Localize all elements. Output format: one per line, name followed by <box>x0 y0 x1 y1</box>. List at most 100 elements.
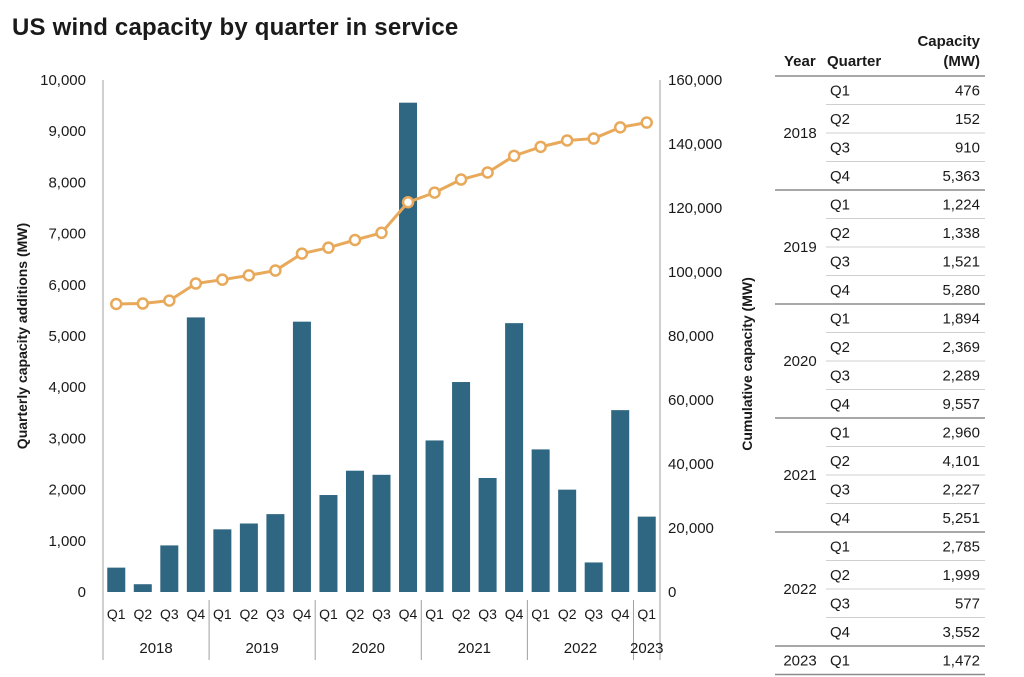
bar <box>399 102 418 592</box>
x-tick-label: Q1 <box>637 606 656 622</box>
y2-tick-label: 140,000 <box>668 136 722 153</box>
y-tick-label: 0 <box>78 584 86 601</box>
x-year-label: 2018 <box>139 640 172 657</box>
bar <box>319 495 338 592</box>
y2-tick-label: 120,000 <box>668 200 722 217</box>
x-year-label: 2023 <box>630 640 663 657</box>
x-year-label: 2019 <box>245 640 278 657</box>
table-cell-quarter: Q4 <box>830 396 850 413</box>
bar <box>531 449 550 592</box>
line-point <box>428 186 441 199</box>
table-cell-quarter: Q2 <box>830 339 850 356</box>
line-point <box>534 140 547 154</box>
bar <box>266 514 285 592</box>
table-cell-capacity: 2,960 <box>942 424 980 441</box>
line-point <box>269 264 282 277</box>
table-cell-quarter: Q3 <box>830 367 850 384</box>
y2-tick-label: 40,000 <box>668 456 714 473</box>
x-tick-label: Q4 <box>293 606 312 622</box>
table-cell-capacity: 1,224 <box>942 196 980 213</box>
bar <box>637 516 656 592</box>
chart-title: US wind capacity by quarter in service <box>12 14 459 41</box>
y-tick-label: 8,000 <box>48 174 86 191</box>
table-cell-capacity: 9,557 <box>942 396 980 413</box>
x-year-label: 2021 <box>458 640 491 657</box>
x-tick-label: Q3 <box>478 606 497 622</box>
y2-tick-label: 160,000 <box>668 72 722 89</box>
line-point <box>560 134 574 147</box>
table-cell-capacity: 476 <box>955 82 980 99</box>
table-cell-quarter: Q1 <box>830 424 850 441</box>
bar <box>558 489 577 592</box>
y-tick-label: 9,000 <box>48 123 86 140</box>
x-tick-label: Q1 <box>213 606 232 622</box>
line-point <box>613 121 627 134</box>
line-point <box>242 269 256 282</box>
table-cell-year: 2023 <box>783 652 816 669</box>
x-tick-label: Q2 <box>346 606 365 622</box>
bar <box>107 567 126 592</box>
table-cell-quarter: Q1 <box>830 310 850 327</box>
table-cell-capacity: 1,894 <box>942 310 980 327</box>
bar <box>372 474 391 592</box>
line-point <box>322 241 335 254</box>
line-point <box>216 273 229 286</box>
line-point <box>401 195 415 209</box>
line-point <box>640 116 653 129</box>
table-cell-year: 2022 <box>783 581 816 598</box>
table-cell-quarter: Q4 <box>830 282 850 299</box>
line-point <box>375 226 388 240</box>
y-tick-label: 1,000 <box>48 533 86 550</box>
y-tick-label: 4,000 <box>48 379 86 396</box>
table-cell-capacity: 5,280 <box>942 282 980 299</box>
table-cell-capacity: 1,472 <box>942 652 980 669</box>
x-tick-label: Q3 <box>266 606 285 622</box>
x-tick-label: Q4 <box>399 606 418 622</box>
y2-tick-label: 60,000 <box>668 392 714 409</box>
bar <box>345 470 364 592</box>
table-cell-capacity: 2,369 <box>942 339 980 356</box>
y-tick-label: 2,000 <box>48 482 86 499</box>
table-cell-capacity: 1,521 <box>942 253 980 270</box>
table-cell-year: 2018 <box>783 125 816 142</box>
line-point <box>587 132 600 145</box>
bar <box>160 545 179 592</box>
table-cell-capacity: 577 <box>955 595 980 612</box>
table-cell-capacity: 910 <box>955 139 980 156</box>
table-cell-quarter: Q2 <box>830 453 850 470</box>
y-tick-label: 6,000 <box>48 277 86 294</box>
table-cell-quarter: Q4 <box>830 510 850 527</box>
table-cell-quarter: Q3 <box>830 481 850 498</box>
x-tick-label: Q2 <box>133 606 152 622</box>
table-cell-quarter: Q1 <box>830 538 850 555</box>
x-tick-label: Q2 <box>452 606 471 622</box>
combo-chart: 10,000 9,000 8,000 7,000 6,000 5,000 4,000 3,00… <box>14 72 755 660</box>
table-cell-capacity: 1,338 <box>942 225 980 242</box>
table-cell-quarter: Q3 <box>830 253 850 270</box>
y2-tick-label: 20,000 <box>668 520 714 537</box>
table-cell-capacity: 1,999 <box>942 567 980 584</box>
x-tick-label: Q4 <box>611 606 630 622</box>
table-cell-capacity: 5,251 <box>942 510 980 527</box>
line-point <box>481 166 494 179</box>
bar <box>505 323 524 592</box>
x-tick-label: Q1 <box>319 606 338 622</box>
line-point <box>295 247 309 260</box>
line-point <box>507 149 521 163</box>
line-point <box>454 173 468 186</box>
line-point <box>136 297 150 310</box>
x-tick-label: Q3 <box>160 606 179 622</box>
y-axis-title: Quarterly capacity additions (MW) <box>14 223 30 449</box>
y2-tick-label: 100,000 <box>668 264 722 281</box>
bar <box>213 529 232 592</box>
x-tick-label: Q1 <box>531 606 550 622</box>
table-cell-quarter: Q3 <box>830 139 850 156</box>
y-tick-label: 5,000 <box>48 328 86 345</box>
y-tick-label: 3,000 <box>48 430 86 447</box>
table-cell-capacity: 5,363 <box>942 168 980 185</box>
y-tick-label: 10,000 <box>40 72 86 89</box>
y-tick-label: 7,000 <box>48 226 86 243</box>
line-point <box>110 297 123 311</box>
x-tick-label: Q3 <box>584 606 603 622</box>
table-cell-capacity: 152 <box>955 111 980 128</box>
